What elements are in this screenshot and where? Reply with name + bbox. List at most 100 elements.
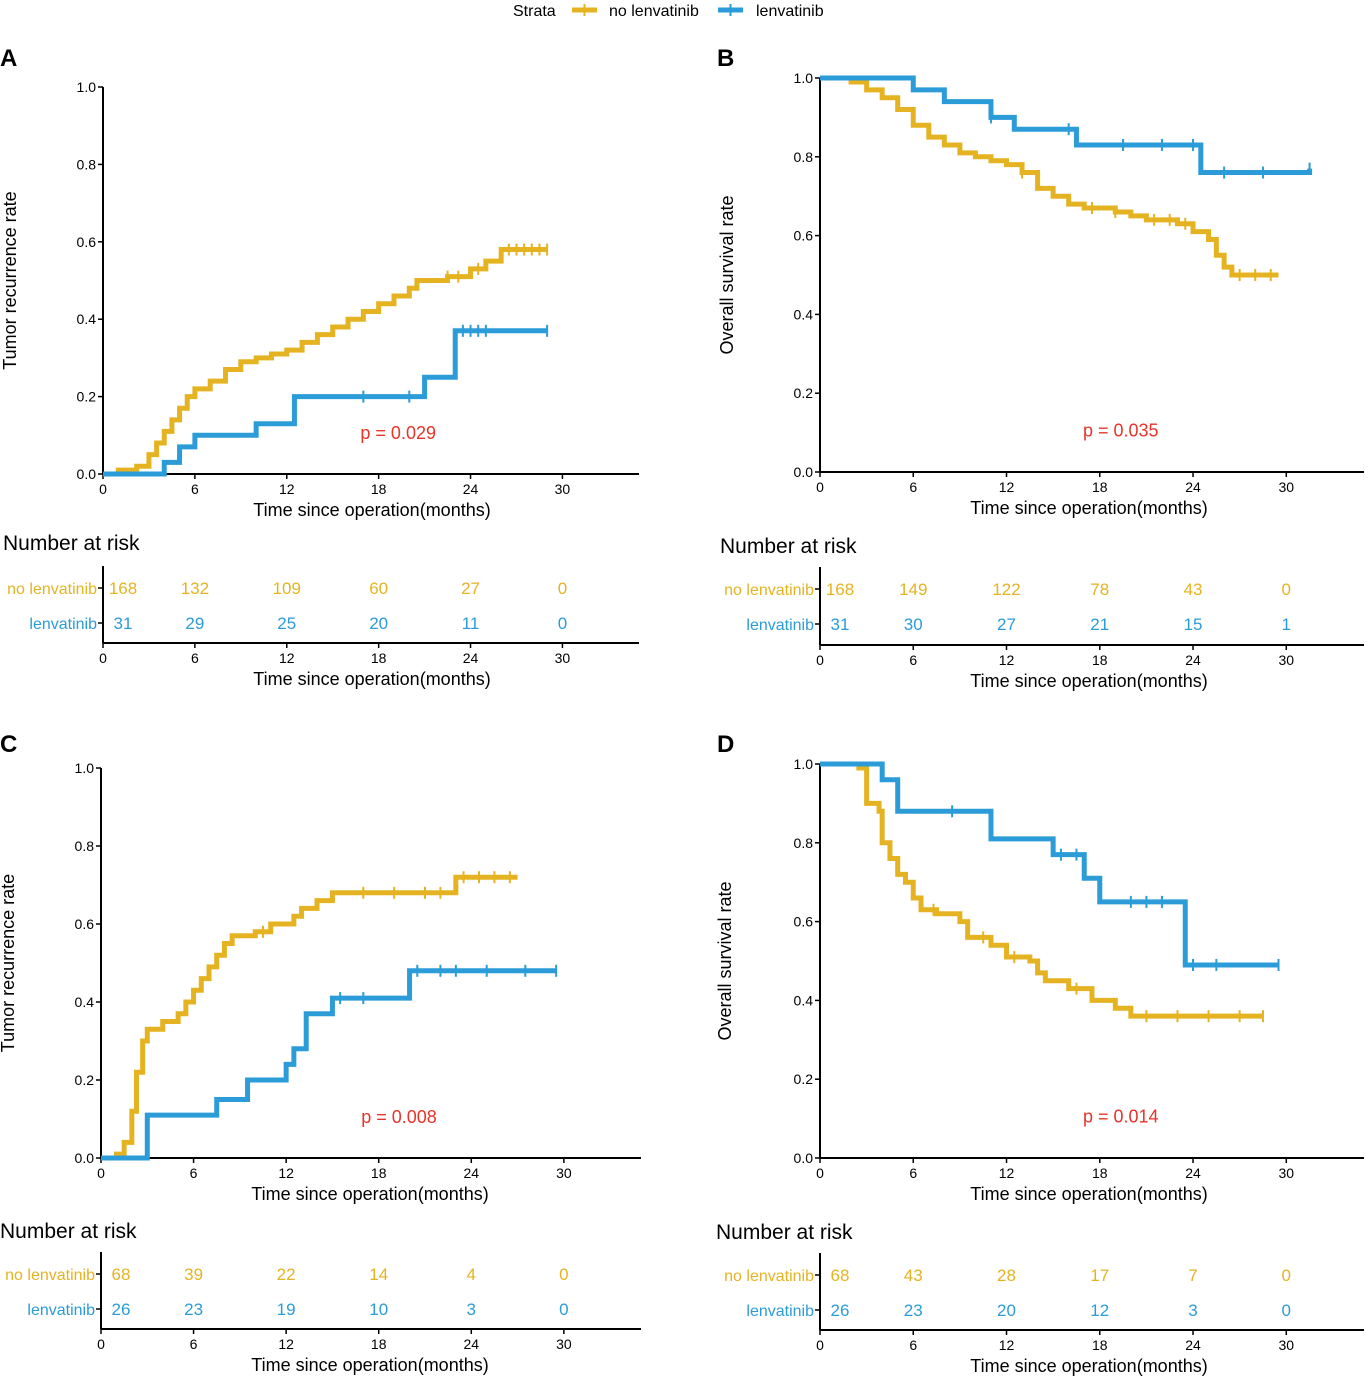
y-tick-label: 0.8 (794, 149, 814, 165)
risk-x-tick-label: 24 (1185, 652, 1201, 668)
x-axis-label: Time since operation(months) (251, 1184, 488, 1204)
risk-x-axis-label: Time since operation(months) (970, 671, 1207, 691)
risk-value: 109 (273, 579, 301, 598)
risk-row-label: no lenvatinib (724, 1268, 814, 1285)
x-tick-label: 0 (97, 1165, 105, 1181)
x-tick-label: 18 (1092, 479, 1108, 495)
p-value: p = 0.029 (360, 423, 436, 443)
risk-value: 21 (1090, 615, 1109, 634)
x-tick-label: 6 (909, 1165, 917, 1181)
x-tick-label: 18 (371, 481, 387, 497)
series-line-no-lenvatinib (820, 761, 1263, 1019)
risk-x-tick-label: 0 (97, 1336, 105, 1352)
risk-value: 28 (997, 1266, 1016, 1285)
risk-row-label: no lenvatinib (724, 582, 814, 599)
x-tick-label: 12 (999, 1165, 1015, 1181)
risk-value: 20 (997, 1301, 1016, 1320)
y-tick-label: 0.2 (75, 1072, 95, 1088)
risk-value: 27 (997, 615, 1016, 634)
series-line-lenvatinib (820, 761, 1279, 968)
y-tick-label: 0.6 (75, 916, 95, 932)
risk-table-title: Number at risk (3, 532, 140, 555)
x-tick-label: 30 (555, 481, 571, 497)
y-tick-label: 0.6 (794, 914, 814, 930)
x-tick-label: 30 (1278, 479, 1294, 495)
legend-title: Strata (513, 3, 556, 20)
risk-value: 0 (558, 614, 567, 633)
y-tick-label: 0.4 (794, 306, 814, 322)
risk-value: 17 (1090, 1266, 1109, 1285)
risk-value: 22 (277, 1265, 296, 1284)
y-tick-label: 0.0 (77, 466, 97, 482)
series-line-lenvatinib (820, 75, 1313, 176)
x-tick-label: 24 (1185, 1165, 1201, 1181)
panel-label: B (717, 45, 734, 72)
risk-value: 132 (181, 579, 209, 598)
risk-x-tick-label: 12 (999, 652, 1015, 668)
x-tick-label: 12 (999, 479, 1015, 495)
x-tick-label: 24 (463, 1165, 479, 1181)
risk-row-label: lenvatinib (746, 1303, 814, 1320)
legend-label-no-lenvatinib: no lenvatinib (609, 3, 699, 20)
risk-value: 0 (559, 1265, 568, 1284)
risk-value: 39 (184, 1265, 203, 1284)
risk-value: 168 (826, 580, 854, 599)
risk-table-title: Number at risk (716, 1221, 853, 1244)
risk-value: 25 (277, 614, 296, 633)
y-tick-label: 0.6 (794, 228, 814, 244)
risk-value: 149 (899, 580, 927, 599)
risk-row-label: no lenvatinib (5, 1267, 95, 1284)
risk-value: 43 (904, 1266, 923, 1285)
risk-x-tick-label: 0 (99, 650, 107, 666)
risk-x-axis-label: Time since operation(months) (253, 669, 490, 689)
risk-value: 14 (369, 1265, 388, 1284)
risk-value: 23 (184, 1300, 203, 1319)
risk-value: 4 (467, 1265, 476, 1284)
x-tick-label: 12 (279, 481, 295, 497)
risk-value: 3 (467, 1300, 476, 1319)
risk-x-tick-label: 18 (371, 650, 387, 666)
risk-x-tick-label: 0 (816, 652, 824, 668)
panel-b: B 0.0 0.2 0.4 0.6 0.8 1.0 0 6 12 18 24 30 Time since … (717, 45, 1364, 691)
y-tick-label: 0.0 (794, 1150, 814, 1166)
risk-x-tick-label: 6 (190, 1336, 198, 1352)
y-axis-label: Overall survival rate (715, 881, 735, 1040)
risk-value: 19 (277, 1300, 296, 1319)
risk-x-tick-label: 18 (371, 1336, 387, 1352)
y-tick-label: 0.8 (75, 838, 95, 854)
series-line-no-lenvatinib (103, 247, 548, 477)
risk-value: 0 (1282, 580, 1291, 599)
risk-row-label: lenvatinib (29, 616, 97, 633)
risk-table-title: Number at risk (0, 1220, 137, 1243)
x-tick-label: 6 (909, 479, 917, 495)
risk-value: 0 (559, 1300, 568, 1319)
panel-label: C (0, 731, 17, 758)
risk-x-axis-label: Time since operation(months) (970, 1356, 1207, 1376)
risk-x-tick-label: 6 (909, 652, 917, 668)
risk-value: 23 (904, 1301, 923, 1320)
x-tick-label: 18 (1092, 1165, 1108, 1181)
risk-table-title: Number at risk (720, 535, 857, 558)
risk-x-tick-label: 6 (191, 650, 199, 666)
y-tick-label: 0.8 (77, 156, 97, 172)
risk-value: 43 (1184, 580, 1203, 599)
risk-value: 0 (1282, 1301, 1291, 1320)
p-value: p = 0.008 (361, 1107, 437, 1127)
risk-x-tick-label: 6 (909, 1337, 917, 1353)
risk-value: 30 (904, 615, 923, 634)
risk-row-label: lenvatinib (746, 617, 814, 634)
risk-value: 68 (112, 1265, 131, 1284)
legend-label-lenvatinib: lenvatinib (756, 3, 824, 20)
x-axis-label: Time since operation(months) (970, 498, 1207, 518)
series-line-no-lenvatinib (101, 874, 518, 1161)
y-tick-label: 1.0 (794, 756, 814, 772)
panel-label: A (0, 45, 17, 72)
y-tick-label: 0.0 (794, 464, 814, 480)
series-line-lenvatinib (101, 968, 557, 1161)
risk-x-tick-label: 24 (463, 1336, 479, 1352)
risk-x-tick-label: 30 (1278, 652, 1294, 668)
risk-value: 31 (114, 614, 133, 633)
risk-value: 12 (1090, 1301, 1109, 1320)
risk-value: 20 (369, 614, 388, 633)
